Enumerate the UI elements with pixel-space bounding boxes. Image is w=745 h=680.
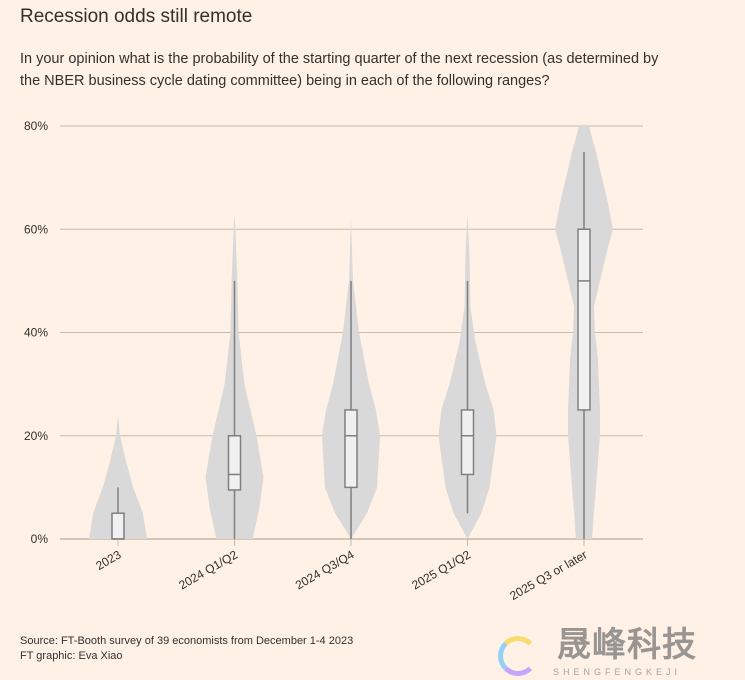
source-note: Source: FT-Booth survey of 39 economists… (20, 635, 354, 647)
box (344, 409, 358, 489)
box (460, 409, 475, 476)
chart-subtitle: In your opinion what is the probability … (20, 51, 659, 89)
y-tick-label: 0% (31, 532, 49, 546)
watermark-cn: 晟峰科技 (557, 626, 697, 664)
logo-ring-icon (498, 636, 538, 676)
x-tick-label: 2025 Q3 or later (507, 547, 589, 602)
footer: Source: FT-Booth survey of 39 economists… (20, 634, 440, 664)
y-tick-label: 40% (24, 326, 48, 340)
box (227, 435, 242, 491)
violin-shape (89, 415, 147, 539)
box (111, 512, 125, 540)
watermark-logo: 晟峰科技 SHENGFENGKEJI (495, 626, 735, 680)
box (577, 228, 591, 411)
violin-chart: 0% 20% 40% 60% 80% 2023 2024 Q1/Q2 2024 Q3/Q4 20… (24, 119, 643, 603)
x-tick-label: 2025 Q1/Q2 (409, 547, 473, 592)
x-tick-label: 2024 Q1/Q2 (176, 547, 240, 592)
graphic-credit: FT graphic: Eva Xiao (20, 650, 123, 662)
y-tick-label: 60% (24, 222, 48, 236)
chart-title: Recession odds still remote (20, 6, 253, 27)
y-tick-label: 20% (24, 429, 48, 443)
x-tick-label: 2023 (93, 547, 123, 573)
x-tick-label: 2024 Q3/Q4 (293, 547, 357, 592)
y-tick-label: 80% (24, 119, 48, 133)
watermark-en: SHENGFENGKEJI (553, 667, 682, 677)
